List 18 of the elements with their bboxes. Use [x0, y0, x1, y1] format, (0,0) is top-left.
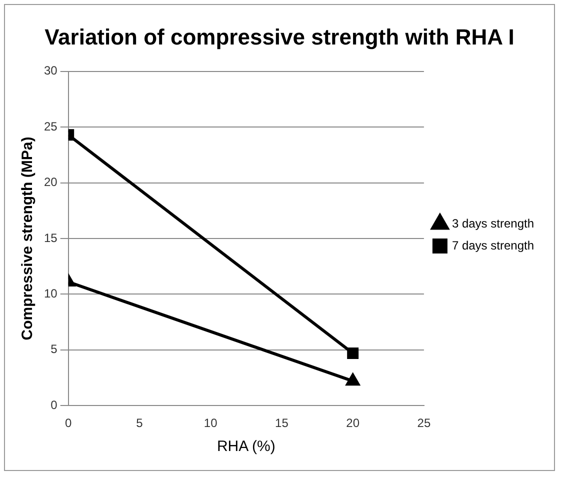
x-tick-label: 5: [136, 416, 144, 430]
y-tick-label: 25: [44, 119, 58, 134]
y-axis-title: Compressive strength (MPa): [19, 136, 36, 340]
y-tick-label: 10: [44, 286, 58, 301]
chart-title: Variation of compressive strength with RHA I: [44, 24, 514, 50]
y-tick-label: 5: [50, 342, 58, 356]
legend-label: 7 days strength: [452, 238, 534, 252]
y-tick-label: 0: [50, 398, 58, 412]
x-tick-label: 15: [275, 416, 289, 430]
x-axis-title: RHA (%): [216, 438, 276, 456]
x-tick-label: 10: [204, 416, 218, 430]
legend-label: 3 days strength: [452, 216, 534, 230]
x-tick-label: 20: [346, 416, 360, 430]
x-tick-label: 0: [65, 416, 72, 430]
y-tick-label: 20: [44, 175, 58, 190]
y-tick-label: 30: [44, 64, 58, 78]
y-tick-label: 15: [44, 230, 58, 245]
x-tick-label: 25: [417, 416, 431, 430]
